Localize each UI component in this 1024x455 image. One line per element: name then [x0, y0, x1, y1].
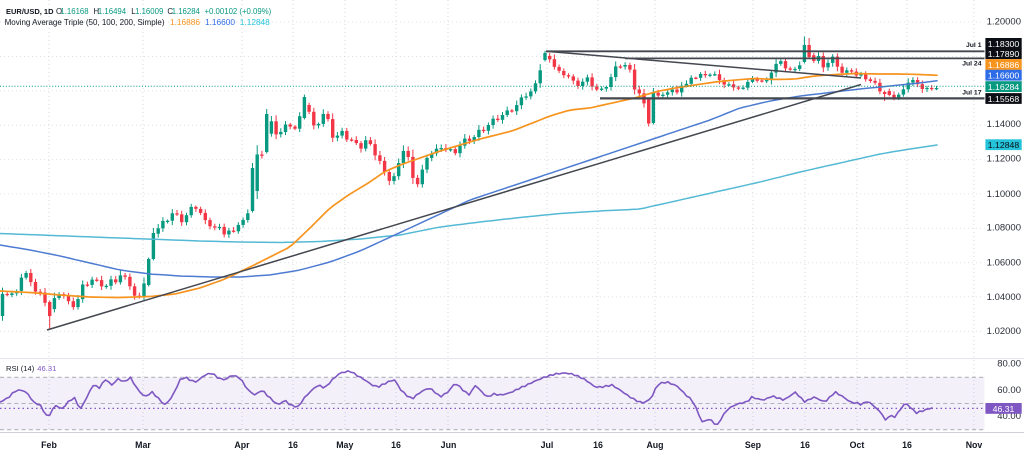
svg-text:EUR/USD, 1D: EUR/USD, 1D — [6, 7, 54, 16]
svg-text:1.16886: 1.16886 — [988, 60, 1020, 70]
svg-text:1.04000: 1.04000 — [987, 292, 1021, 303]
svg-text:Jul 17: Jul 17 — [962, 90, 981, 97]
svg-text:Jul 24: Jul 24 — [962, 61, 981, 68]
svg-text:Nov: Nov — [966, 440, 983, 450]
svg-text:Sep: Sep — [745, 440, 762, 450]
svg-text:Aug: Aug — [646, 440, 663, 450]
svg-text:1.16009: 1.16009 — [135, 7, 163, 16]
svg-text:1.10000: 1.10000 — [987, 189, 1021, 200]
svg-text:Jun: Jun — [441, 440, 457, 450]
svg-text:1.16600: 1.16600 — [988, 71, 1020, 81]
svg-text:1.16284: 1.16284 — [988, 82, 1020, 92]
svg-text:1.16886: 1.16886 — [170, 17, 200, 27]
svg-text:1.08000: 1.08000 — [987, 223, 1021, 234]
svg-text:Jul 1: Jul 1 — [966, 42, 982, 49]
svg-text:May: May — [336, 440, 353, 450]
svg-text:16: 16 — [288, 440, 298, 450]
svg-text:1.16494: 1.16494 — [98, 7, 127, 16]
svg-text:1.06000: 1.06000 — [987, 257, 1021, 268]
svg-text:60.00: 60.00 — [997, 385, 1021, 396]
svg-text:40.00: 40.00 — [997, 411, 1021, 422]
svg-text:Oct: Oct — [850, 440, 865, 450]
svg-text:1.02000: 1.02000 — [987, 326, 1021, 337]
svg-text:RSI (14): RSI (14) — [6, 364, 35, 373]
svg-text:Moving Average Triple (50, 100: Moving Average Triple (50, 100, 200, Sim… — [5, 18, 165, 27]
svg-text:H: H — [94, 7, 100, 16]
svg-text:Apr: Apr — [234, 440, 250, 450]
svg-text:1.17890: 1.17890 — [988, 49, 1020, 59]
svg-text:1.15568: 1.15568 — [988, 94, 1020, 104]
svg-text:O: O — [56, 7, 62, 16]
svg-text:+0.00102 (+0.09%): +0.00102 (+0.09%) — [205, 7, 272, 16]
svg-text:1.18300: 1.18300 — [988, 39, 1020, 49]
svg-text:C: C — [167, 7, 173, 16]
svg-text:1.16600: 1.16600 — [205, 17, 235, 27]
svg-text:16: 16 — [593, 440, 603, 450]
svg-text:L: L — [131, 7, 136, 16]
svg-text:1.12000: 1.12000 — [987, 153, 1021, 164]
svg-text:46.31: 46.31 — [993, 404, 1015, 414]
svg-text:1.16284: 1.16284 — [172, 7, 201, 16]
svg-text:1.16168: 1.16168 — [60, 7, 88, 16]
svg-text:80.00: 80.00 — [997, 359, 1021, 370]
svg-text:46.31: 46.31 — [37, 364, 56, 373]
svg-text:16: 16 — [800, 440, 810, 450]
svg-text:1.12848: 1.12848 — [988, 140, 1020, 150]
svg-text:1.20000: 1.20000 — [987, 17, 1021, 28]
svg-text:Jul: Jul — [541, 440, 554, 450]
svg-text:Mar: Mar — [135, 440, 151, 450]
svg-text:Feb: Feb — [41, 440, 57, 450]
svg-text:1.14000: 1.14000 — [987, 119, 1021, 130]
svg-text:16: 16 — [391, 440, 401, 450]
svg-text:16: 16 — [902, 440, 912, 450]
svg-text:1.12848: 1.12848 — [240, 17, 270, 27]
